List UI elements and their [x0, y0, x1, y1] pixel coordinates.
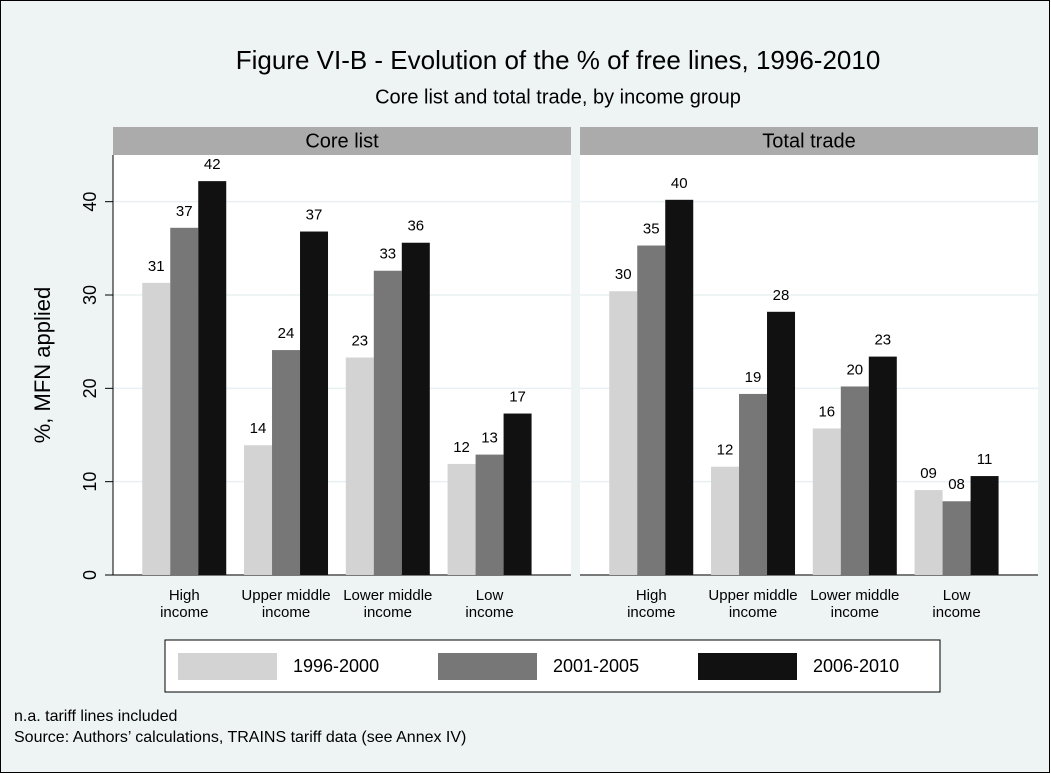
legend — [164, 639, 941, 693]
bar — [401, 242, 430, 575]
value-label: 31 — [148, 258, 165, 275]
value-label: 08 — [948, 476, 965, 493]
bar — [503, 413, 532, 575]
value-label: 33 — [379, 246, 396, 263]
chart-title: Figure VI-B - Evolution of the % of free… — [236, 45, 881, 75]
bar — [812, 428, 841, 575]
bar — [345, 357, 374, 575]
panel-title: Core list — [305, 130, 379, 152]
value-label: 24 — [278, 325, 295, 342]
bar — [447, 463, 476, 575]
value-label: 14 — [250, 420, 267, 437]
bar — [665, 199, 694, 576]
x-tick-label: Lower middle income — [810, 587, 899, 621]
bar — [868, 356, 897, 575]
value-label: 16 — [818, 403, 835, 420]
value-label: 28 — [773, 287, 790, 304]
y-axis-label: %, MFN applied — [30, 287, 55, 444]
bar — [609, 291, 638, 575]
bar — [244, 445, 273, 575]
note: n.a. tariff lines included — [14, 708, 177, 725]
panel-header — [113, 127, 571, 155]
legend-label: 1996-2000 — [293, 656, 379, 676]
value-label: 30 — [615, 266, 632, 283]
bar — [272, 350, 301, 575]
x-tick-label: Lower middle income — [343, 587, 432, 621]
y-tick-label: 30 — [80, 285, 100, 305]
x-tick-label: High income — [627, 587, 675, 621]
note: Source: Authors’ calculations, TRAINS ta… — [14, 729, 466, 746]
bar — [942, 501, 971, 575]
legend-swatch — [698, 653, 797, 680]
panel-title: Total trade — [762, 130, 855, 152]
bar — [198, 181, 227, 575]
value-label: 13 — [481, 430, 498, 447]
bar — [637, 245, 666, 576]
value-label: 12 — [717, 442, 734, 459]
value-label: 23 — [874, 332, 891, 349]
bar — [739, 393, 768, 575]
bar — [840, 386, 869, 575]
x-tick-label: Upper middle income — [241, 587, 330, 621]
value-label: 20 — [846, 361, 863, 378]
value-label: 37 — [306, 207, 323, 224]
bar — [142, 282, 171, 575]
y-tick-label: 20 — [80, 378, 100, 398]
value-label: 11 — [977, 451, 993, 468]
x-tick-label: Upper middle income — [708, 587, 797, 621]
bar — [475, 454, 504, 575]
bar — [711, 466, 740, 575]
y-tick-label: 0 — [80, 570, 100, 580]
y-tick-label: 10 — [80, 472, 100, 492]
bar — [767, 311, 796, 575]
legend-label: 2006-2010 — [813, 656, 899, 676]
value-label: 42 — [204, 156, 221, 173]
value-label: 35 — [643, 221, 660, 238]
bar — [170, 227, 199, 576]
value-label: 37 — [176, 203, 193, 220]
value-label: 12 — [453, 439, 470, 456]
x-tick-label: Low income — [932, 587, 980, 621]
value-label: 23 — [351, 333, 368, 350]
value-label: 19 — [745, 369, 762, 386]
value-label: 40 — [671, 175, 688, 192]
value-label: 17 — [509, 389, 526, 406]
y-tick-label: 40 — [80, 192, 100, 212]
x-tick-label: High income — [160, 587, 208, 621]
panel-header — [580, 127, 1038, 155]
legend-swatch — [438, 653, 537, 680]
chart-subtitle: Core list and total trade, by income gro… — [375, 86, 741, 108]
legend-label: 2001-2005 — [553, 656, 639, 676]
bar — [300, 231, 329, 576]
bar — [914, 490, 943, 575]
bar — [970, 476, 999, 575]
x-tick-label: Low income — [465, 587, 513, 621]
value-label: 36 — [407, 218, 424, 235]
legend-swatch — [178, 653, 277, 680]
value-label: 09 — [920, 465, 937, 482]
bar — [373, 270, 402, 575]
